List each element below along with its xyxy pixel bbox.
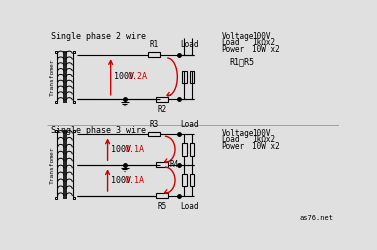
Text: R1～R5: R1～R5: [229, 58, 254, 67]
Bar: [182, 174, 187, 186]
Bar: [148, 132, 160, 136]
Bar: [55, 51, 57, 53]
Text: 100V: 100V: [111, 145, 131, 154]
Text: 100V: 100V: [111, 176, 131, 185]
Text: Power: Power: [222, 46, 245, 54]
Text: Transfomer: Transfomer: [50, 146, 55, 184]
Bar: [73, 197, 75, 200]
Text: Single phase 2 wire: Single phase 2 wire: [51, 32, 146, 41]
Text: 1kΩx2: 1kΩx2: [253, 38, 276, 48]
Text: Load: Load: [222, 38, 240, 48]
Text: R2: R2: [157, 106, 167, 114]
Bar: [156, 193, 168, 198]
Bar: [55, 197, 57, 200]
Text: Load: Load: [181, 40, 199, 49]
Bar: [156, 162, 168, 167]
Text: R3: R3: [149, 120, 159, 128]
Bar: [73, 130, 75, 132]
Text: 100V: 100V: [253, 128, 271, 138]
Text: Load: Load: [222, 136, 240, 144]
Bar: [190, 143, 195, 156]
Text: R1: R1: [149, 40, 159, 49]
Text: 0.1A: 0.1A: [125, 176, 145, 185]
Text: R5: R5: [157, 202, 167, 211]
Text: 100V: 100V: [114, 72, 134, 82]
Text: 0.1A: 0.1A: [125, 145, 145, 154]
Bar: [182, 71, 187, 83]
Bar: [148, 52, 160, 57]
Text: as76.net: as76.net: [300, 215, 334, 221]
Bar: [73, 101, 75, 103]
Text: Single phase 3 wire: Single phase 3 wire: [51, 126, 146, 135]
Text: 10W x2: 10W x2: [253, 142, 280, 152]
Text: Load: Load: [181, 120, 199, 128]
Bar: [190, 71, 195, 83]
Text: R4: R4: [170, 160, 179, 169]
Text: 0.2A: 0.2A: [128, 72, 148, 82]
Bar: [73, 51, 75, 53]
Text: Transfomer: Transfomer: [50, 58, 55, 96]
Text: Voltage: Voltage: [222, 32, 254, 40]
Text: 100V: 100V: [253, 32, 271, 40]
Bar: [55, 130, 57, 132]
Bar: [182, 143, 187, 156]
Text: Voltage: Voltage: [222, 128, 254, 138]
Text: 1kΩx2: 1kΩx2: [253, 136, 276, 144]
Bar: [156, 97, 168, 102]
Text: Load: Load: [181, 202, 199, 211]
Text: 10W x2: 10W x2: [253, 46, 280, 54]
Text: Power: Power: [222, 142, 245, 152]
Bar: [55, 101, 57, 103]
Bar: [190, 174, 195, 186]
